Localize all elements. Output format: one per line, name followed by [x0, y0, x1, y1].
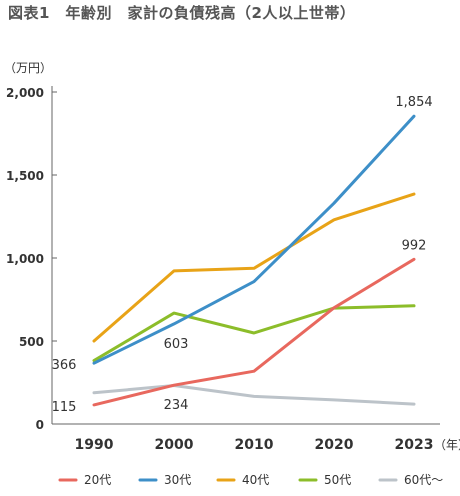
series-line-2 [92, 114, 416, 365]
series-line-3 [92, 192, 416, 343]
x-axis-unit: （年） [434, 438, 460, 452]
series-line-1 [92, 257, 416, 407]
legend-label: 30代 [164, 473, 191, 487]
data-label: 366 [52, 358, 77, 373]
y-axis-unit: （万円） [4, 61, 52, 75]
x-tick-label: 2000 [155, 437, 194, 453]
y-tick-label: 0 [36, 418, 44, 432]
data-label: 1,854 [395, 95, 432, 110]
legend-label: 50代 [324, 473, 351, 487]
x-tick-label: 1990 [75, 437, 114, 453]
y-tick-label: 2,000 [6, 86, 44, 100]
legend-label: 20代 [84, 473, 111, 487]
chart-title: 図表1 年齢別 家計の負債残高（2人以上世帯） [8, 4, 356, 22]
y-tick-label: 500 [19, 335, 44, 349]
x-tick-label: 2010 [235, 437, 274, 453]
data-label: 992 [402, 238, 427, 253]
y-tick-label: 1,500 [6, 169, 44, 183]
legend-label: 60代〜 [404, 473, 443, 487]
y-tick-label: 1,000 [6, 252, 44, 266]
data-label: 234 [164, 398, 189, 413]
x-tick-label: 2020 [315, 437, 354, 453]
series-line-5 [92, 384, 416, 406]
x-tick-label: 2023 [395, 437, 434, 453]
data-label: 115 [52, 400, 77, 415]
legend-label: 40代 [242, 473, 269, 487]
data-label: 603 [164, 337, 189, 352]
series-line-4 [92, 304, 416, 363]
